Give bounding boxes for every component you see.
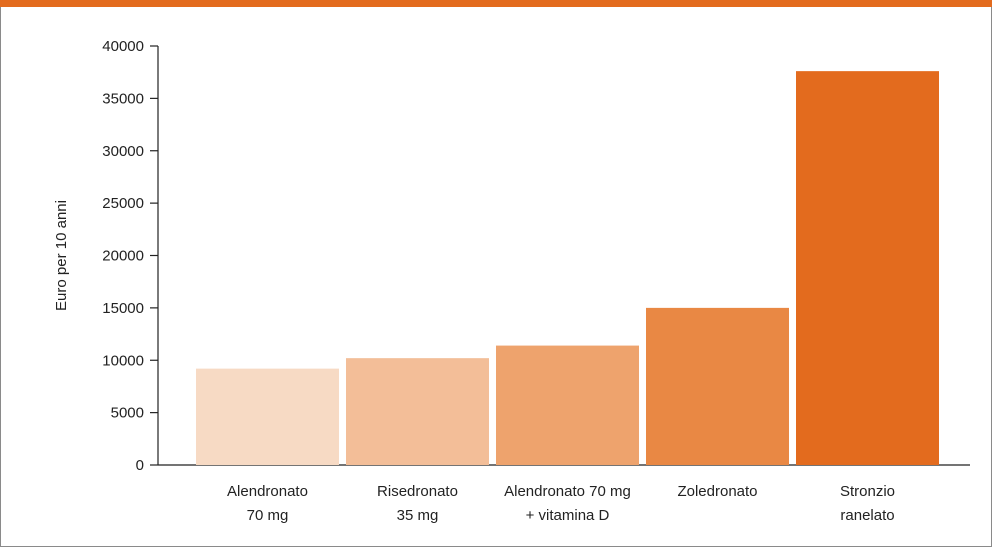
y-tick-label: 0: [136, 457, 144, 474]
y-tick-label: 25000: [102, 195, 144, 212]
category-label: Alendronato: [227, 483, 308, 500]
y-tick-label: 5000: [111, 405, 144, 422]
category-labels: Alendronato 70 mg Risedronato 35 mg Alendron…: [227, 483, 895, 524]
y-tick-label: 30000: [102, 143, 144, 160]
bars: [196, 71, 939, 465]
y-tick-label: 40000: [102, 38, 144, 55]
bar-4: [646, 307, 789, 465]
category-label: Stronzio: [840, 483, 895, 500]
y-tick-label: 35000: [102, 90, 144, 107]
bar-5: [796, 71, 939, 465]
category-label: + vitamina D: [526, 507, 610, 524]
category-label: Alendronato 70 mg: [504, 483, 631, 500]
category-label: Zoledronato: [677, 483, 757, 500]
top-accent-bar: [0, 0, 992, 7]
category-label: 35 mg: [397, 507, 439, 524]
bar-2: [346, 358, 489, 465]
y-tick-label: 20000: [102, 248, 144, 265]
y-tick-label: 10000: [102, 352, 144, 369]
category-label: 70 mg: [247, 507, 289, 524]
y-tick-label: 15000: [102, 300, 144, 317]
y-axis: 0 5000 10000 15000 20000 25000 30000 35000 40000: [102, 38, 159, 474]
bar-3: [496, 345, 639, 465]
category-label: Risedronato: [377, 483, 458, 500]
bar-1: [196, 368, 339, 465]
category-label: ranelato: [840, 507, 894, 524]
y-axis-title: Euro per 10 anni: [53, 200, 70, 311]
